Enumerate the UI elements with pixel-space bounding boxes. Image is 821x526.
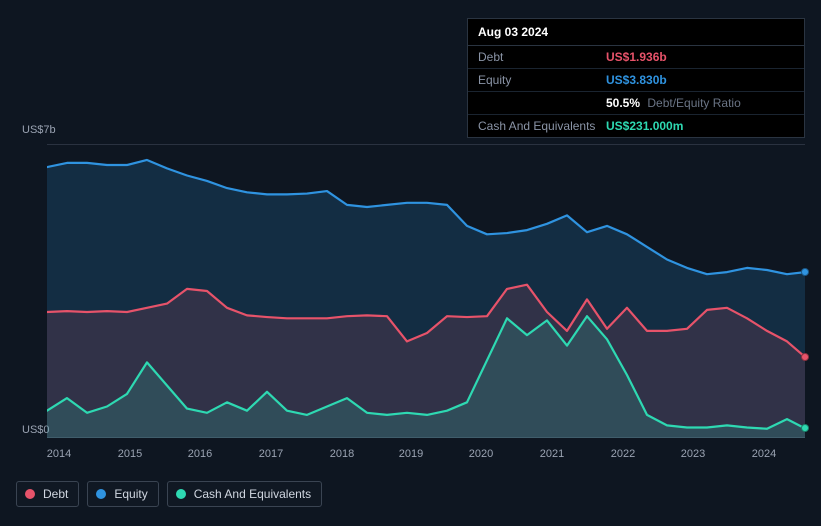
legend-item-debt[interactable]: Debt	[16, 481, 79, 507]
y-axis-label-max: US$7b	[22, 124, 56, 136]
series-end-dot	[801, 424, 809, 432]
x-axis-tick: 2016	[188, 448, 212, 460]
tooltip-row-debt: Debt US$1.936b	[468, 46, 804, 69]
x-axis: 2014 2015 2016 2017 2018 2019 2020 2021 2022 2023…	[47, 448, 805, 464]
legend-item-equity[interactable]: Equity	[87, 481, 158, 507]
x-axis-tick: 2021	[540, 448, 564, 460]
x-axis-tick: 2020	[469, 448, 493, 460]
tooltip-label: Equity	[478, 73, 606, 87]
tooltip-date: Aug 03 2024	[468, 19, 804, 46]
tooltip-ratio-text: Debt/Equity Ratio	[647, 96, 740, 110]
tooltip-row-equity: Equity US$3.830b	[468, 69, 804, 92]
tooltip-value: US$3.830b	[606, 73, 667, 87]
legend-label: Debt	[43, 487, 68, 501]
x-axis-tick: 2014	[47, 448, 71, 460]
legend-item-cash[interactable]: Cash And Equivalents	[167, 481, 322, 507]
series-end-dot	[801, 353, 809, 361]
chart-tooltip: Aug 03 2024 Debt US$1.936b Equity US$3.8…	[467, 18, 805, 138]
legend-label: Cash And Equivalents	[194, 487, 311, 501]
tooltip-label: Cash And Equivalents	[478, 119, 606, 133]
x-axis-tick: 2023	[681, 448, 705, 460]
tooltip-row-ratio: 50.5% Debt/Equity Ratio	[468, 92, 804, 115]
x-axis-tick: 2015	[118, 448, 142, 460]
tooltip-label: Debt	[478, 50, 606, 64]
x-axis-tick: 2024	[752, 448, 776, 460]
legend-dot-icon	[96, 489, 106, 499]
chart-legend: Debt Equity Cash And Equivalents	[16, 481, 322, 507]
legend-label: Equity	[114, 487, 147, 501]
tooltip-value: US$231.000m	[606, 119, 683, 133]
legend-dot-icon	[176, 489, 186, 499]
chart-svg	[47, 144, 805, 438]
x-axis-tick: 2022	[611, 448, 635, 460]
legend-dot-icon	[25, 489, 35, 499]
x-axis-tick: 2017	[259, 448, 283, 460]
x-axis-tick: 2019	[399, 448, 423, 460]
series-end-dot	[801, 268, 809, 276]
tooltip-label	[478, 96, 606, 110]
tooltip-ratio-pct: 50.5%	[606, 96, 640, 110]
chart-plot-area[interactable]	[16, 144, 805, 438]
financials-chart: Aug 03 2024 Debt US$1.936b Equity US$3.8…	[0, 0, 821, 526]
x-axis-tick: 2018	[330, 448, 354, 460]
tooltip-row-cash: Cash And Equivalents US$231.000m	[468, 115, 804, 137]
tooltip-value: US$1.936b	[606, 50, 667, 64]
